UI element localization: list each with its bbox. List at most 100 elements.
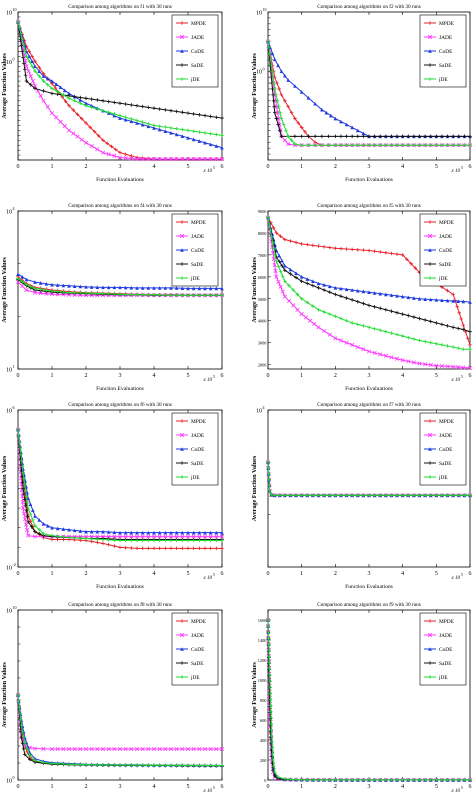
data-point <box>152 530 156 535</box>
data-point <box>118 530 122 535</box>
data-point <box>100 746 106 752</box>
data-point <box>117 155 123 160</box>
data-point <box>400 294 405 299</box>
data-point <box>50 91 54 96</box>
x-axis-label: Function Evaluations <box>96 584 144 590</box>
legend-marker <box>428 447 432 451</box>
data-point <box>89 746 94 752</box>
data-point <box>72 762 77 767</box>
data-point <box>118 285 122 290</box>
data-point <box>372 350 377 355</box>
data-point <box>21 55 25 60</box>
data-point <box>275 110 280 115</box>
data-point <box>269 234 274 239</box>
data-point <box>367 248 371 253</box>
data-point <box>451 134 455 139</box>
data-point <box>129 546 134 550</box>
data-point <box>299 279 304 284</box>
data-point <box>123 538 128 543</box>
data-point <box>272 104 276 109</box>
series-code <box>16 272 224 291</box>
data-point <box>456 326 461 331</box>
data-point <box>350 134 354 139</box>
data-point <box>41 760 46 765</box>
series-line <box>17 429 222 534</box>
data-point <box>41 522 46 526</box>
data-point <box>440 322 444 327</box>
data-point <box>21 43 26 47</box>
data-point <box>445 364 450 369</box>
data-point <box>67 535 71 540</box>
data-point <box>439 363 445 369</box>
legend-marker <box>180 419 184 423</box>
data-point <box>174 293 179 298</box>
data-point <box>163 763 168 768</box>
data-point <box>23 503 28 507</box>
data-point <box>95 529 100 534</box>
data-point <box>174 156 179 162</box>
chart-panel-4: Comparison among algorithms on f5 with 3… <box>251 202 473 392</box>
legend-marker <box>428 419 432 423</box>
data-point <box>294 777 298 782</box>
data-point <box>72 284 77 288</box>
data-point <box>372 778 377 782</box>
data-point <box>151 746 157 752</box>
data-point <box>282 294 287 299</box>
data-point <box>180 156 185 162</box>
data-point <box>280 274 285 279</box>
data-point <box>378 778 383 782</box>
data-point <box>50 525 54 530</box>
data-point <box>191 763 196 768</box>
data-point <box>451 778 455 782</box>
data-point <box>440 493 444 498</box>
x-tick-label: 4 <box>153 373 156 379</box>
data-point <box>106 534 111 539</box>
data-point <box>61 746 66 752</box>
y-tick-exponent: 10 <box>263 7 267 12</box>
data-point <box>157 124 162 129</box>
legend-marker <box>179 432 185 438</box>
data-point <box>101 541 105 546</box>
data-point <box>18 711 22 716</box>
data-point <box>37 74 42 78</box>
data-point <box>129 538 134 543</box>
legend-entry-sade: SaDE <box>176 461 204 467</box>
data-point <box>326 134 331 139</box>
data-point <box>451 493 455 498</box>
data-point <box>389 355 394 360</box>
data-point <box>208 142 213 147</box>
legend-label: jDE <box>438 675 448 681</box>
data-point <box>146 286 151 290</box>
data-point <box>37 65 42 70</box>
data-point <box>129 103 134 107</box>
chart-title: Comparison among algorithms on f5 with 3… <box>317 202 421 209</box>
data-point <box>327 332 332 337</box>
x-tick-label: 6 <box>469 571 472 577</box>
data-point <box>180 293 185 298</box>
data-point <box>118 292 122 297</box>
data-point <box>23 497 27 502</box>
legend-marker <box>180 661 184 665</box>
data-point <box>112 285 117 290</box>
data-point <box>202 534 208 539</box>
x-tick-label: 6 <box>221 373 224 379</box>
legend-marker <box>180 49 184 53</box>
legend-label: MPDE <box>191 21 207 27</box>
data-point <box>55 289 60 294</box>
data-point <box>311 283 315 288</box>
x-tick-label: 5 <box>187 571 190 577</box>
data-point <box>49 746 55 752</box>
data-point <box>174 132 179 137</box>
y-tick-exponent: 4 <box>13 206 15 211</box>
data-point <box>272 770 277 774</box>
y-tick-label: 1400 <box>258 638 268 643</box>
chart-panel-6: Comparison among algorithms on f7 with 3… <box>251 401 473 590</box>
data-point <box>282 138 287 143</box>
data-point <box>266 630 271 635</box>
data-point <box>140 746 145 752</box>
data-point <box>24 522 29 527</box>
legend-marker <box>179 632 185 638</box>
data-point <box>197 530 202 535</box>
legend-marker <box>180 262 184 266</box>
legend-entry-jde: jDE <box>424 475 448 481</box>
